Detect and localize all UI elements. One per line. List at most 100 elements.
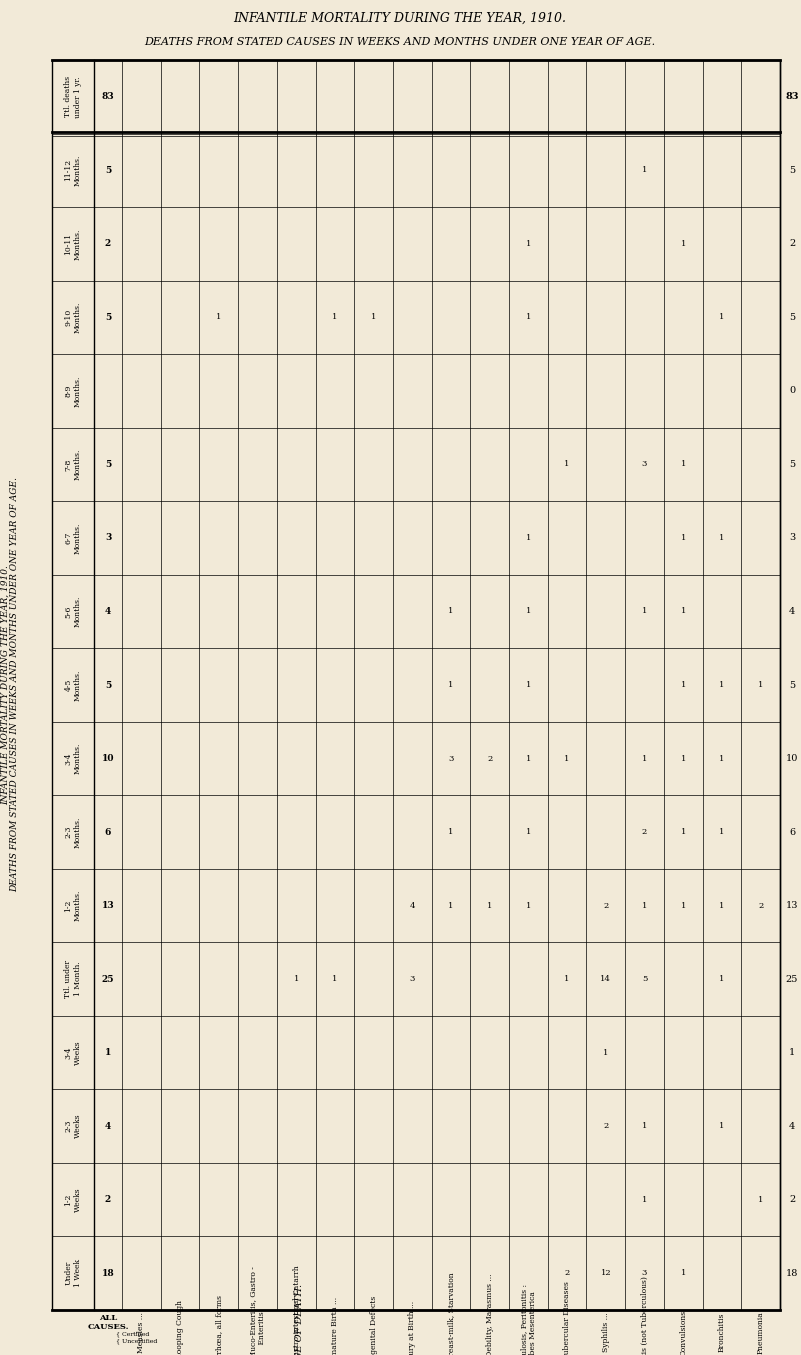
Text: 1: 1 (642, 167, 647, 175)
Text: 1: 1 (719, 755, 725, 763)
Text: 1: 1 (332, 313, 337, 321)
Text: 10: 10 (786, 753, 798, 763)
Text: Under
1 Week: Under 1 Week (64, 1259, 82, 1287)
Text: Whooping Cough: Whooping Cough (176, 1299, 184, 1355)
Text: 14: 14 (601, 976, 611, 984)
Text: 1: 1 (681, 534, 686, 542)
Text: 6: 6 (789, 828, 795, 836)
Text: 1: 1 (719, 976, 725, 984)
Text: 1: 1 (105, 1049, 111, 1057)
Text: 3: 3 (449, 755, 453, 763)
Text: 3: 3 (642, 1270, 647, 1278)
Text: 1: 1 (681, 901, 686, 909)
Text: 9-10
Months.: 9-10 Months. (64, 302, 82, 333)
Text: 3: 3 (105, 534, 111, 542)
Text: 0: 0 (789, 386, 795, 396)
Text: 1: 1 (565, 976, 570, 984)
Text: 1: 1 (719, 828, 725, 836)
Text: 4: 4 (789, 1122, 795, 1130)
Text: Gastritis, Gastro-intestinal Catarrh: Gastritis, Gastro-intestinal Catarrh (292, 1266, 300, 1355)
Text: DEATHS FROM STATED CAUSES IN WEEKS AND MONTHS UNDER ONE YEAR OF AGE.: DEATHS FROM STATED CAUSES IN WEEKS AND M… (144, 37, 655, 47)
Text: 1: 1 (642, 607, 647, 615)
Text: 1: 1 (681, 682, 686, 688)
Text: 7-8
Months.: 7-8 Months. (64, 449, 82, 480)
Text: CAUSE OF DEATH.: CAUSE OF DEATH. (296, 1285, 304, 1355)
Text: 10-11
Months.: 10-11 Months. (64, 228, 82, 260)
Text: 2: 2 (758, 901, 763, 909)
Text: 11-12
Months.: 11-12 Months. (64, 154, 82, 186)
Text: 1: 1 (449, 828, 453, 836)
Text: 1: 1 (293, 976, 299, 984)
Text: 1: 1 (216, 313, 221, 321)
Text: 3-4
Months.: 3-4 Months. (64, 743, 82, 774)
Text: 2-3
Weeks: 2-3 Weeks (64, 1114, 82, 1138)
Text: Ttl. deaths
under 1 yr.: Ttl. deaths under 1 yr. (64, 76, 82, 118)
Text: INFANTILE MORTALITY DURING THE YEAR, 1910.: INFANTILE MORTALITY DURING THE YEAR, 191… (1, 565, 10, 805)
Text: 2: 2 (565, 1270, 570, 1278)
Text: 1: 1 (449, 682, 453, 688)
Text: 4: 4 (105, 607, 111, 617)
Text: 1: 1 (719, 1122, 725, 1130)
Text: 1: 1 (525, 313, 531, 321)
Text: 25: 25 (102, 974, 115, 984)
Text: 1: 1 (642, 901, 647, 909)
Text: 1: 1 (487, 901, 493, 909)
Text: Syphilis ...: Syphilis ... (602, 1313, 610, 1352)
Text: 1: 1 (371, 313, 376, 321)
Text: 6-7
Months.: 6-7 Months. (64, 522, 82, 554)
Text: 1: 1 (565, 755, 570, 763)
Text: 5: 5 (789, 680, 795, 690)
Text: 2: 2 (105, 1195, 111, 1205)
Text: Pneumonia: Pneumonia (757, 1312, 765, 1354)
Text: 3: 3 (409, 976, 415, 984)
Text: 12: 12 (601, 1270, 611, 1278)
Text: 1: 1 (565, 461, 570, 469)
Text: 1: 1 (525, 240, 531, 248)
Text: 4: 4 (789, 607, 795, 617)
Text: Congenital Defects: Congenital Defects (369, 1295, 377, 1355)
Text: 5: 5 (789, 313, 795, 322)
Text: Other Tubercular Diseases: Other Tubercular Diseases (563, 1280, 571, 1355)
Text: 1: 1 (719, 534, 725, 542)
Text: 1: 1 (719, 682, 725, 688)
Text: 1: 1 (681, 461, 686, 469)
Text: Atrophy, Debility, Marasmus ...: Atrophy, Debility, Marasmus ... (485, 1274, 493, 1355)
Text: 1: 1 (719, 313, 725, 321)
Text: DEATHS FROM STATED CAUSES IN WEEKS AND MONTHS UNDER ONE YEAR OF AGE.: DEATHS FROM STATED CAUSES IN WEEKS AND M… (10, 477, 19, 893)
Text: 5: 5 (105, 680, 111, 690)
Text: 1: 1 (449, 901, 453, 909)
Text: 1: 1 (681, 828, 686, 836)
Text: 1: 1 (525, 534, 531, 542)
Text: Injury at Birth ...: Injury at Birth ... (409, 1301, 417, 1355)
Text: 1: 1 (525, 755, 531, 763)
Text: 13: 13 (102, 901, 115, 911)
Text: 1: 1 (758, 1195, 763, 1203)
Text: 1: 1 (525, 682, 531, 688)
Text: 6: 6 (105, 828, 111, 836)
Text: 1: 1 (681, 755, 686, 763)
Text: 2: 2 (642, 828, 647, 836)
Text: 1: 1 (603, 1049, 609, 1057)
Text: 5: 5 (105, 459, 111, 469)
Text: Want of Breast-milk, Starvation: Want of Breast-milk, Starvation (447, 1272, 455, 1355)
Text: INFANTILE MORTALITY DURING THE YEAR, 1910.: INFANTILE MORTALITY DURING THE YEAR, 191… (234, 12, 566, 24)
Text: Tuberculosis, Peritonitis :
    Tabes Mesenterica: Tuberculosis, Peritonitis : Tabes Mesent… (520, 1283, 537, 1355)
Text: 2: 2 (789, 1195, 795, 1205)
Text: 83: 83 (785, 92, 799, 102)
Text: 13: 13 (786, 901, 799, 911)
Text: 2: 2 (603, 901, 609, 909)
Text: 3: 3 (642, 461, 647, 469)
Text: 1: 1 (681, 240, 686, 248)
Text: Bronchitis: Bronchitis (718, 1313, 726, 1352)
Text: 18: 18 (786, 1268, 798, 1278)
Text: 2-3
Months.: 2-3 Months. (64, 816, 82, 848)
Text: 1: 1 (789, 1049, 795, 1057)
Text: 1: 1 (332, 976, 337, 984)
Text: Ttl. under
1 Month.: Ttl. under 1 Month. (64, 961, 82, 999)
Text: Meningitis (not Tuberculous): Meningitis (not Tuberculous) (641, 1276, 649, 1355)
Text: 3: 3 (789, 534, 795, 542)
Text: Measles ...: Measles ... (137, 1312, 145, 1352)
Text: 2: 2 (603, 1122, 609, 1130)
Text: 83: 83 (102, 92, 115, 102)
Text: 5: 5 (789, 165, 795, 175)
